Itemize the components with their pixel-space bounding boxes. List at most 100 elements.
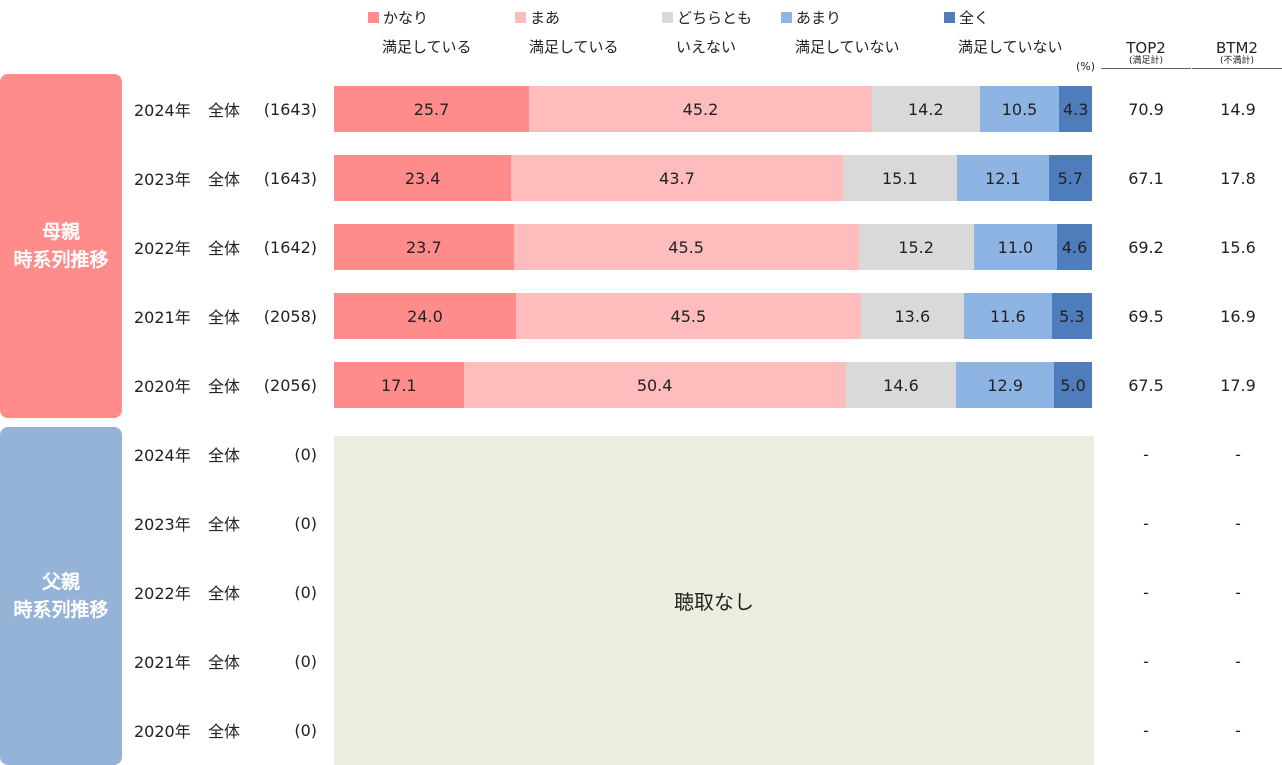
row-segment: 全体 bbox=[208, 515, 241, 534]
bar-segment-4-1: 50.4 bbox=[463, 362, 846, 408]
mother-btm2-value-0: 14.9 bbox=[1220, 99, 1256, 119]
legend-sublabel-0: 満足している bbox=[382, 38, 472, 56]
bar-segment-2-2: 15.2 bbox=[858, 224, 974, 270]
legend-swatch-1 bbox=[515, 11, 526, 23]
legend-label-0: かなり bbox=[383, 8, 429, 27]
row-segment: 全体 bbox=[208, 101, 241, 120]
bar-segment-4-4: 5.0 bbox=[1054, 362, 1092, 408]
father-row-n-2: (0) bbox=[294, 582, 317, 602]
bar-segment-1-3: 12.1 bbox=[957, 155, 1049, 201]
mother-row-label-3: 2021年 全体 bbox=[134, 293, 248, 339]
row-segment: 全体 bbox=[208, 653, 241, 672]
bar-segment-4-2: 14.6 bbox=[845, 362, 957, 408]
mother-group-label: 母親 時系列推移 bbox=[0, 74, 122, 418]
father-btm2-value-1: - bbox=[1235, 513, 1241, 533]
legend-sublabel-3: 満足していない bbox=[795, 38, 900, 56]
father-row-n-0: (0) bbox=[294, 444, 317, 464]
bar-segment-2-1: 45.5 bbox=[513, 224, 859, 270]
father-btm2-value-3: - bbox=[1235, 651, 1241, 671]
father-btm2-value-2: - bbox=[1235, 582, 1241, 602]
mother-top2-value-1: 67.1 bbox=[1128, 168, 1164, 188]
father-top2-value-2: - bbox=[1143, 582, 1149, 602]
legend-sublabel-4: 満足していない bbox=[958, 38, 1063, 56]
mother-row-n-4: (2056) bbox=[263, 375, 317, 395]
father-row-label-4: 2020年 全体 bbox=[134, 707, 248, 753]
bar-segment-2-3: 11.0 bbox=[973, 224, 1058, 270]
legend-swatch-0 bbox=[368, 11, 379, 23]
btm2-underline bbox=[1192, 68, 1282, 69]
row-year: 2021年 bbox=[134, 653, 191, 672]
bar-segment-0-3: 10.5 bbox=[979, 86, 1060, 132]
top2-header: TOP2 (満足計) bbox=[1101, 40, 1191, 69]
father-row-n-3: (0) bbox=[294, 651, 317, 671]
legend-item-3: あまり 満足していない bbox=[781, 6, 900, 56]
stacked-bar-4: 17.1 50.4 14.6 12.9 5.0 bbox=[334, 362, 1092, 408]
father-top2-value-1: - bbox=[1143, 513, 1149, 533]
father-row-n-4: (0) bbox=[294, 720, 317, 740]
bar-segment-1-4: 5.7 bbox=[1048, 155, 1092, 201]
row-year: 2021年 bbox=[134, 308, 191, 327]
mother-row-label-2: 2022年 全体 bbox=[134, 224, 248, 270]
bar-segment-2-4: 4.6 bbox=[1057, 224, 1092, 270]
row-segment: 全体 bbox=[208, 722, 241, 741]
legend-swatch-4 bbox=[944, 11, 955, 23]
bar-segment-0-4: 4.3 bbox=[1059, 86, 1092, 132]
mother-row-label-1: 2023年 全体 bbox=[134, 155, 248, 201]
percent-unit: (%) bbox=[1076, 60, 1096, 73]
legend-label-3: あまり bbox=[796, 8, 842, 27]
row-year: 2023年 bbox=[134, 515, 191, 534]
father-btm2-value-4: - bbox=[1235, 720, 1241, 740]
btm2-sublabel: (不満計) bbox=[1219, 56, 1255, 66]
mother-row-n-1: (1643) bbox=[263, 168, 317, 188]
row-segment: 全体 bbox=[208, 308, 241, 327]
bar-segment-0-2: 14.2 bbox=[871, 86, 980, 132]
bar-segment-2-0: 23.7 bbox=[334, 224, 514, 270]
row-segment: 全体 bbox=[208, 170, 241, 189]
bar-segment-4-0: 17.1 bbox=[334, 362, 464, 408]
row-year: 2023年 bbox=[134, 170, 191, 189]
bar-segment-4-3: 12.9 bbox=[956, 362, 1055, 408]
mother-top2-value-2: 69.2 bbox=[1128, 237, 1164, 257]
mother-btm2-value-2: 15.6 bbox=[1220, 237, 1256, 257]
legend-item-2: どちらとも いえない bbox=[662, 6, 752, 56]
row-year: 2020年 bbox=[134, 377, 191, 396]
stacked-bar-3: 24.0 45.5 13.6 11.6 5.3 bbox=[334, 293, 1092, 339]
mother-top2-value-3: 69.5 bbox=[1128, 306, 1164, 326]
mother-top2-value-4: 67.5 bbox=[1128, 375, 1164, 395]
mother-btm2-value-3: 16.9 bbox=[1220, 306, 1256, 326]
mother-group-line2: 時系列推移 bbox=[13, 249, 109, 271]
stacked-bar-0: 25.7 45.2 14.2 10.5 4.3 bbox=[334, 86, 1092, 132]
btm2-header: BTM2 (不満計) bbox=[1192, 40, 1282, 69]
top2-sublabel: (満足計) bbox=[1128, 56, 1164, 66]
bar-segment-3-1: 45.5 bbox=[515, 293, 861, 339]
bar-segment-1-1: 43.7 bbox=[511, 155, 843, 201]
mother-row-label-4: 2020年 全体 bbox=[134, 362, 248, 408]
father-group-line2: 時系列推移 bbox=[13, 599, 109, 621]
legend-swatch-3 bbox=[781, 11, 792, 23]
mother-btm2-value-1: 17.8 bbox=[1220, 168, 1256, 188]
row-segment: 全体 bbox=[208, 239, 241, 258]
father-row-label-3: 2021年 全体 bbox=[134, 638, 248, 684]
top2-label: TOP2 bbox=[1126, 39, 1166, 57]
bar-segment-3-0: 24.0 bbox=[334, 293, 516, 339]
legend-sublabel-2: いえない bbox=[676, 38, 737, 56]
no-data-panel: 聴取なし bbox=[334, 436, 1094, 765]
father-top2-value-3: - bbox=[1143, 651, 1149, 671]
mother-btm2-value-4: 17.9 bbox=[1220, 375, 1256, 395]
no-data-label: 聴取なし bbox=[674, 590, 754, 614]
mother-row-n-0: (1643) bbox=[263, 99, 317, 119]
legend-sublabel-1: 満足している bbox=[529, 38, 619, 56]
top2-underline bbox=[1101, 68, 1191, 69]
legend-item-1: まあ 満足している bbox=[515, 6, 619, 56]
legend-label-4: 全く bbox=[959, 8, 990, 27]
row-year: 2024年 bbox=[134, 446, 191, 465]
legend-item-4: 全く 満足していない bbox=[944, 6, 1063, 56]
father-row-n-1: (0) bbox=[294, 513, 317, 533]
mother-group-line1: 母親 bbox=[41, 221, 80, 243]
row-year: 2020年 bbox=[134, 722, 191, 741]
legend-item-0: かなり 満足している bbox=[368, 6, 472, 56]
mother-row-label-0: 2024年 全体 bbox=[134, 86, 248, 132]
bar-segment-0-0: 25.7 bbox=[334, 86, 529, 132]
legend-swatch-2 bbox=[662, 11, 673, 23]
bar-segment-0-1: 45.2 bbox=[529, 86, 872, 132]
